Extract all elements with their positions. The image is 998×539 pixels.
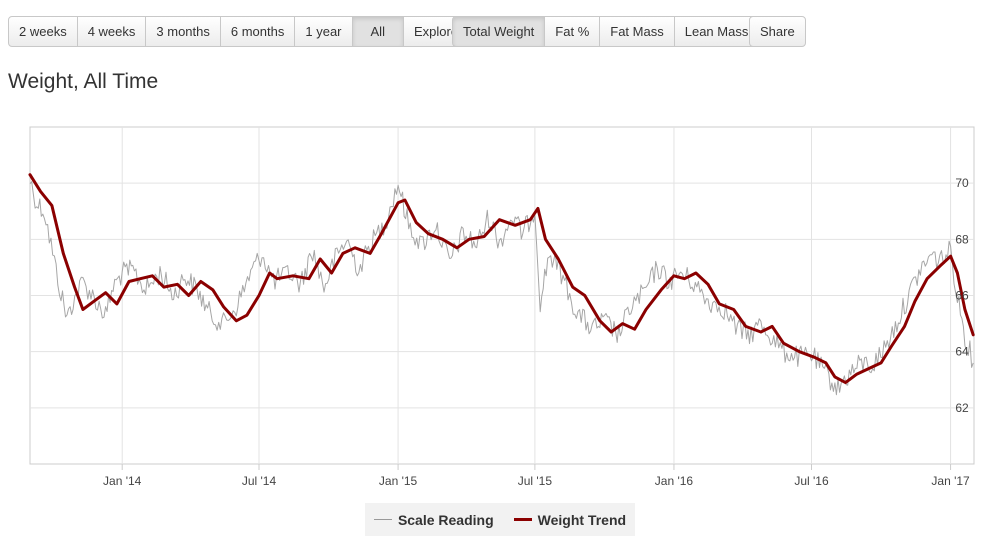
x-tick-label: Jan '15 [379, 474, 418, 488]
y-tick-label: 68 [955, 232, 969, 246]
range-4-weeks-button[interactable]: 4 weeks [77, 16, 147, 47]
y-tick-label: 62 [955, 401, 969, 415]
x-tick-label: Jul '16 [794, 474, 829, 488]
range-3-months-button[interactable]: 3 months [146, 16, 221, 47]
range-2-weeks-button[interactable]: 2 weeks [8, 16, 78, 47]
axis-labels: Jan '14 Jul '14 Jan '15 Jul '15 Jan '16 Jul '… [103, 176, 970, 488]
grid-lines [30, 127, 974, 470]
metric-fat-mass-button[interactable]: Fat Mass [600, 16, 675, 47]
scale-reading-swatch [373, 519, 392, 520]
y-tick-label: 70 [955, 176, 969, 190]
share-button[interactable]: Share [749, 16, 806, 47]
page-title: Weight, All Time [8, 70, 159, 93]
range-6-months-button[interactable]: 6 months [220, 16, 296, 47]
range-1-year-button[interactable]: 1 year [295, 16, 353, 47]
metric-fat-percent-button[interactable]: Fat % [545, 16, 601, 47]
range-all-button[interactable]: All [352, 16, 404, 47]
legend-item-weight-trend[interactable]: Weight Trend [513, 511, 627, 528]
chart-legend: Scale Reading Weight Trend [365, 503, 635, 536]
metric-lean-mass-button[interactable]: Lean Mass [674, 16, 760, 47]
range-button-group: 2 weeks 4 weeks 3 months 6 months 1 year… [8, 16, 470, 47]
weight-trend-swatch [513, 518, 532, 521]
y-tick-label: 64 [955, 345, 969, 359]
legend-label-weight-trend: Weight Trend [537, 511, 627, 528]
legend-label-scale-reading: Scale Reading [397, 511, 494, 528]
metric-total-weight-button[interactable]: Total Weight [452, 16, 546, 47]
x-tick-label: Jan '16 [655, 474, 694, 488]
x-tick-label: Jan '17 [931, 474, 970, 488]
weight-trend-line[interactable] [28, 173, 975, 385]
legend-item-scale-reading[interactable]: Scale Reading [373, 511, 494, 528]
share-button-group: Share [749, 16, 806, 47]
metric-button-group: Total Weight Fat % Fat Mass Lean Mass [452, 16, 760, 47]
x-tick-label: Jan '14 [103, 474, 142, 488]
series-lines[interactable] [28, 173, 975, 396]
x-tick-label: Jul '14 [242, 474, 277, 488]
y-tick-label: 66 [955, 289, 969, 303]
x-tick-label: Jul '15 [518, 474, 553, 488]
